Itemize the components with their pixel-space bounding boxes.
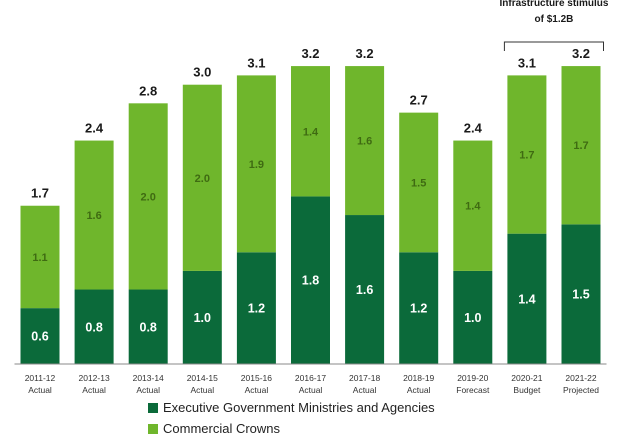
bar-segment-commercial bbox=[128, 103, 168, 290]
x-tick-label-year: 2021-22 bbox=[565, 373, 596, 383]
segment-label-commercial: 1.4 bbox=[303, 126, 319, 138]
total-label: 3.2 bbox=[572, 46, 590, 61]
segment-label-executive: 1.6 bbox=[356, 283, 373, 297]
bar-segment-executive bbox=[399, 252, 439, 364]
stimulus-annotation: Infrastructure stimulus of $1.2B bbox=[499, 0, 609, 51]
segment-label-commercial: 1.9 bbox=[249, 159, 264, 171]
bar-segment-commercial bbox=[236, 75, 276, 253]
segment-label-commercial: 1.7 bbox=[519, 150, 534, 162]
total-label: 3.2 bbox=[356, 46, 374, 61]
x-tick-label-status: Budget bbox=[513, 385, 541, 395]
total-label: 3.2 bbox=[301, 46, 319, 61]
bar-segment-executive bbox=[453, 270, 493, 364]
x-tick-label-year: 2014-15 bbox=[187, 373, 218, 383]
annotation-bracket bbox=[503, 41, 604, 51]
bar-segment-commercial bbox=[182, 84, 222, 271]
x-tick-label-status: Actual bbox=[407, 385, 431, 395]
bar-segment-executive bbox=[345, 215, 385, 364]
labels-layer: 0.6 1.1 1.7 0.8 1.6 2.4 0.8 2.0 2.8 1.0 2.0 3.0 1.2 1… bbox=[31, 46, 590, 343]
segment-label-commercial: 1.6 bbox=[357, 136, 372, 148]
total-label: 3.1 bbox=[247, 55, 265, 70]
total-label: 2.4 bbox=[85, 121, 104, 136]
legend: Executive Government Ministries and Agen… bbox=[148, 400, 435, 436]
x-tick-label-year: 2017-18 bbox=[349, 373, 380, 383]
total-label: 3.1 bbox=[518, 55, 536, 70]
bar-segment-commercial bbox=[399, 112, 439, 253]
x-tick-label-status: Actual bbox=[28, 385, 52, 395]
bar-segment-executive bbox=[561, 224, 601, 364]
segment-label-executive: 0.8 bbox=[140, 320, 157, 334]
x-tick-label-status: Actual bbox=[299, 385, 323, 395]
segment-label-commercial: 1.7 bbox=[573, 140, 588, 152]
bar-segment-executive bbox=[128, 289, 168, 364]
segment-label-executive: 1.0 bbox=[194, 311, 211, 325]
segment-label-executive: 1.5 bbox=[572, 288, 589, 302]
bars-layer bbox=[20, 66, 601, 364]
x-tick-label-status: Actual bbox=[136, 385, 160, 395]
bar-segment-commercial bbox=[345, 66, 385, 216]
bar-segment-commercial bbox=[453, 140, 493, 271]
legend-label-commercial: Commercial Crowns bbox=[163, 421, 281, 436]
segment-label-commercial: 1.5 bbox=[411, 177, 426, 189]
x-tick-label-status: Actual bbox=[190, 385, 214, 395]
segment-label-executive: 1.2 bbox=[410, 302, 427, 316]
bar-segment-commercial bbox=[74, 140, 114, 290]
bar-segment-commercial bbox=[291, 66, 330, 197]
segment-label-commercial: 2.0 bbox=[141, 191, 156, 203]
annotation-line-2: of $1.2B bbox=[534, 14, 573, 25]
legend-swatch-executive bbox=[148, 403, 158, 413]
bar-segment-executive bbox=[20, 308, 60, 364]
segment-label-executive: 1.8 bbox=[302, 274, 319, 288]
segment-label-executive: 0.6 bbox=[31, 330, 48, 344]
total-label: 3.0 bbox=[193, 65, 211, 80]
segment-label-executive: 1.0 bbox=[464, 311, 481, 325]
x-tick-label-year: 2019-20 bbox=[457, 373, 488, 383]
x-tick-label-year: 2011-12 bbox=[25, 373, 56, 383]
bar-segment-commercial bbox=[561, 66, 601, 225]
segment-label-executive: 1.4 bbox=[518, 292, 535, 306]
bar-segment-executive bbox=[182, 270, 222, 364]
legend-swatch-commercial bbox=[148, 424, 158, 434]
total-label: 2.8 bbox=[139, 83, 157, 98]
segment-label-commercial: 2.0 bbox=[195, 173, 210, 185]
bar-segment-executive bbox=[291, 196, 330, 364]
x-axis-ticks: 2011-12 Actual 2012-13 Actual 2013-14 Actual 2… bbox=[14, 363, 607, 395]
x-tick-label-year: 2016-17 bbox=[295, 373, 326, 383]
total-label: 2.7 bbox=[410, 93, 428, 108]
x-tick-label-status: Projected bbox=[563, 385, 599, 395]
segment-label-executive: 0.8 bbox=[85, 320, 102, 334]
x-tick-label-status: Actual bbox=[82, 385, 106, 395]
total-label: 2.4 bbox=[464, 121, 483, 136]
x-tick-label-year: 2012-13 bbox=[78, 373, 109, 383]
segment-label-commercial: 1.6 bbox=[86, 210, 101, 222]
bar-segment-commercial bbox=[507, 75, 547, 234]
bar-segment-executive bbox=[507, 233, 547, 364]
legend-label-executive: Executive Government Ministries and Agen… bbox=[163, 400, 435, 415]
x-tick-label-status: Forecast bbox=[456, 385, 490, 395]
total-label: 1.7 bbox=[31, 186, 49, 201]
bar-segment-executive bbox=[236, 252, 276, 364]
x-tick-label-status: Actual bbox=[245, 385, 269, 395]
bar-segment-executive bbox=[74, 289, 114, 364]
x-tick-label-status: Actual bbox=[353, 385, 377, 395]
x-tick-label-year: 2020-21 bbox=[511, 373, 542, 383]
segment-label-commercial: 1.1 bbox=[32, 252, 47, 264]
segment-label-executive: 1.2 bbox=[248, 302, 265, 316]
bar-segment-commercial bbox=[20, 205, 60, 309]
x-tick-label-year: 2018-19 bbox=[403, 373, 434, 383]
segment-label-commercial: 1.4 bbox=[465, 201, 481, 213]
x-tick-label-year: 2013-14 bbox=[133, 373, 164, 383]
x-tick-label-year: 2015-16 bbox=[241, 373, 272, 383]
annotation-line-1: Infrastructure stimulus bbox=[499, 0, 608, 9]
